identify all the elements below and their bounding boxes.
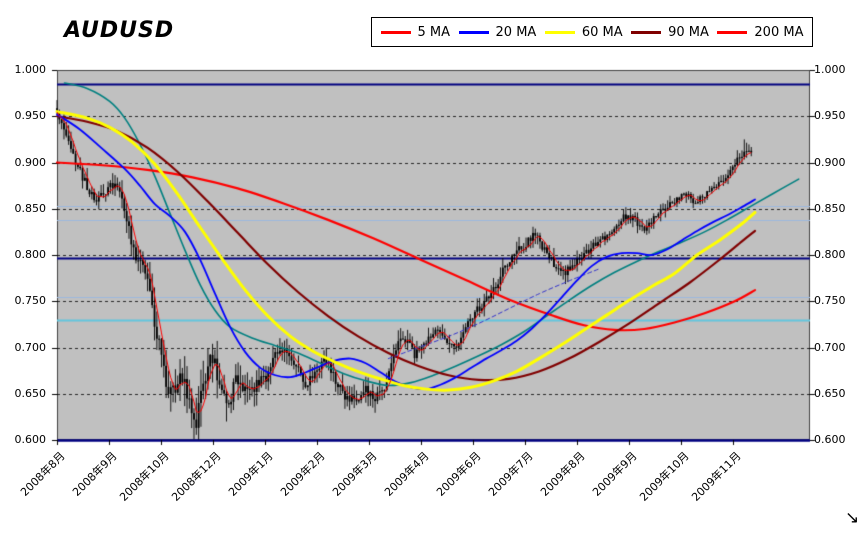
y-tick-label: 0.800: [814, 248, 846, 261]
x-tick-label: 2009年4月: [382, 449, 432, 499]
legend-item-label: 90 MA: [668, 24, 709, 40]
y-tick-label: 0.850: [14, 201, 47, 215]
y-axis-labels-right: 1.000 0.950 0.900 0.850 0.800 0.750 0.700 0.650…: [814, 63, 862, 447]
legend-item-label: 20 MA: [495, 24, 537, 40]
y-tick-label: 0.650: [14, 386, 47, 400]
legend-item: 20 MA: [458, 24, 537, 40]
chart-title: AUDUSD: [64, 18, 175, 43]
x-tick-label: 2009年9月: [590, 449, 640, 499]
legend-line-swatch: [380, 30, 411, 34]
x-tick-label: 2009年11月: [689, 449, 744, 504]
chart-legend: 5 MA 20 MA 60 MA 90 MA 200 MA: [371, 17, 813, 47]
legend-item-label: 60 MA: [581, 24, 623, 40]
y-tick-label: 0.650: [814, 386, 846, 400]
y-tick-label: 0.600: [14, 433, 47, 446]
x-tick-label: 2009年8月: [538, 449, 588, 499]
x-tick-label: 2008年9月: [70, 449, 120, 499]
y-tick-label: 0.750: [14, 294, 47, 308]
y-tick-label: 0.700: [814, 340, 846, 354]
y-tick-label: 0.950: [14, 109, 47, 123]
x-tick-label: 2009年3月: [330, 449, 380, 499]
y-tick-label: 0.950: [814, 109, 846, 123]
y-tick-label: 0.800: [14, 248, 47, 261]
y-tick-label: 1.000: [814, 63, 846, 76]
legend-line-swatch: [544, 30, 575, 34]
legend-item: 5 MA: [380, 24, 451, 40]
legend-item: 90 MA: [631, 25, 709, 40]
x-tick-label: 2009年6月: [434, 449, 484, 499]
legend-item: 60 MA: [544, 24, 623, 40]
y-tick-label: 0.850: [814, 201, 846, 215]
x-axis-labels: 2008年8月 2008年9月 2008年10月 2008年12月 2009年1月 200…: [18, 448, 810, 536]
legend-line-swatch: [717, 30, 748, 34]
y-tick-label: 0.900: [14, 155, 47, 169]
y-tick-label: 1.000: [14, 63, 47, 76]
y-tick-label: 0.750: [814, 294, 846, 308]
legend-line-swatch: [458, 30, 489, 34]
x-tick-label: 2009年1月: [226, 449, 276, 499]
legend-item-label: 200 MA: [754, 24, 804, 40]
y-tick-label: 0.600: [814, 433, 846, 446]
legend-item: 200 MA: [717, 25, 803, 40]
y-tick-label: 0.700: [14, 340, 47, 354]
legend-item-label: 5 MA: [417, 24, 451, 40]
y-axis-labels-left: 1.000 0.950 0.900 0.850 0.800 0.750 0.700 0.650…: [2, 63, 47, 447]
y-tick-label: 0.900: [814, 155, 846, 169]
x-tick-label: 2009年2月: [278, 449, 328, 499]
x-tick-label: 2008年10月: [117, 449, 172, 504]
x-tick-label: 2008年12月: [169, 449, 224, 504]
x-tick-label: 2009年10月: [637, 449, 692, 504]
x-tick-label: 2009年7月: [486, 449, 536, 499]
legend-line-swatch: [631, 30, 662, 34]
resize-cursor-icon: ↘: [845, 508, 860, 528]
